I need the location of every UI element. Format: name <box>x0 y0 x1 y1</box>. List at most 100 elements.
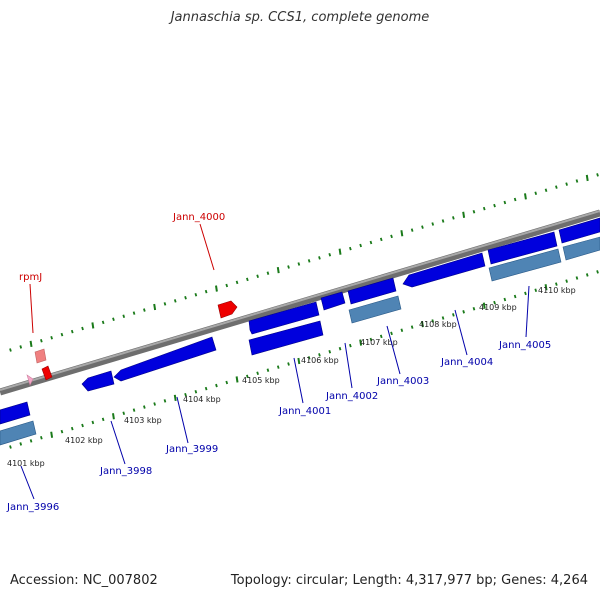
tick-mark <box>575 276 579 280</box>
tick-mark <box>513 294 517 299</box>
tick-mark <box>307 356 311 360</box>
scale-label: 4104 kbp <box>183 395 221 404</box>
gene-label-jann-4004[interactable]: Jann_4004 <box>440 357 493 368</box>
gene-label-jann-3998[interactable]: Jann_3998 <box>99 466 152 477</box>
tick-mark <box>307 259 311 263</box>
label-leaders <box>20 223 530 500</box>
gene-arrow[interactable] <box>402 252 486 288</box>
tick-mark <box>50 431 54 438</box>
tick-mark <box>194 389 198 394</box>
tick-mark <box>318 353 321 357</box>
lower-tick-track <box>9 270 599 449</box>
gene-arrow[interactable] <box>81 370 115 392</box>
tick-mark <box>297 357 301 365</box>
gene-arrow[interactable] <box>347 277 397 305</box>
tick-mark <box>132 311 136 315</box>
rna-gene-jann-4000[interactable] <box>217 300 238 319</box>
scale-label: 4107 kbp <box>360 338 398 347</box>
scale-label: 4103 kbp <box>124 416 162 425</box>
tick-mark <box>421 225 424 229</box>
tick-mark <box>266 368 270 372</box>
tick-mark <box>40 436 43 440</box>
scale-labels: 4101 kbp 4102 kbp 4103 kbp 4104 kbp 4105… <box>7 286 576 468</box>
scale-label: 4110 kbp <box>538 286 576 295</box>
pseudo-gene[interactable] <box>0 420 37 446</box>
tick-mark <box>596 270 599 274</box>
tick-mark <box>410 325 414 329</box>
tick-mark <box>40 339 43 343</box>
tick-mark <box>349 343 352 348</box>
tick-mark <box>482 206 486 211</box>
pseudo-gene[interactable] <box>562 236 600 261</box>
tick-mark <box>184 296 187 300</box>
tick-mark <box>431 319 435 323</box>
tick-mark <box>410 228 414 232</box>
rna-gene-small[interactable] <box>26 374 34 386</box>
gene-label-jann-4005[interactable]: Jann_4005 <box>498 340 551 351</box>
tick-mark <box>246 374 249 379</box>
gene-arrow[interactable] <box>320 291 346 311</box>
gene-arrow[interactable] <box>113 336 217 382</box>
gene-arrow[interactable] <box>487 231 558 265</box>
tick-mark <box>482 302 486 309</box>
tick-mark <box>235 376 239 383</box>
gene-arrow[interactable] <box>558 217 600 244</box>
tick-mark <box>441 219 445 223</box>
tick-mark <box>225 283 229 288</box>
scale-label: 4105 kbp <box>242 376 280 385</box>
tick-mark <box>287 265 290 269</box>
tick-mark <box>163 302 167 306</box>
genome-title: Jannaschia sp. CCS1, complete genome <box>170 10 430 25</box>
gene-label-jann-4001[interactable]: Jann_4001 <box>278 406 331 417</box>
gene-label-jann-3996[interactable]: Jann_3996 <box>6 502 59 513</box>
gene-arrow[interactable] <box>248 320 324 356</box>
rna-gene-rpmj[interactable] <box>34 348 47 364</box>
tick-mark <box>81 423 84 428</box>
tick-mark <box>29 439 33 443</box>
gene-label-jann-4000[interactable]: Jann_4000 <box>172 212 225 223</box>
gene-label-jann-4002[interactable]: Jann_4002 <box>325 391 378 402</box>
tick-mark <box>112 413 115 420</box>
tick-mark <box>9 348 12 352</box>
tick-mark <box>276 266 280 274</box>
scale-label: 4109 kbp <box>479 303 517 312</box>
tick-mark <box>194 292 198 297</box>
tick-mark <box>318 256 321 260</box>
tick-mark <box>60 332 64 337</box>
tick-mark <box>493 203 496 208</box>
tick-mark <box>60 429 64 434</box>
tick-mark <box>215 285 218 292</box>
tick-mark <box>81 326 84 331</box>
gene-arrow[interactable] <box>0 401 31 425</box>
scale-label: 4108 kbp <box>419 320 457 329</box>
tick-mark <box>421 320 424 328</box>
tick-mark <box>575 179 579 183</box>
tick-mark <box>379 334 383 339</box>
tick-mark <box>513 197 517 202</box>
gene-label-jann-3999[interactable]: Jann_3999 <box>165 444 218 455</box>
forward-genes <box>248 217 600 335</box>
tick-mark <box>19 345 23 349</box>
tick-mark <box>287 362 290 366</box>
tick-mark <box>493 300 496 305</box>
tick-mark <box>379 237 383 242</box>
tick-mark <box>143 405 146 409</box>
tick-mark <box>184 393 187 397</box>
tick-mark <box>19 442 23 446</box>
rna-gene-small[interactable] <box>41 365 53 381</box>
gene-label-rpmj[interactable]: rpmJ <box>19 272 42 283</box>
pseudo-gene[interactable] <box>348 295 402 324</box>
tick-mark <box>503 297 507 302</box>
tick-mark <box>204 386 208 391</box>
tick-mark <box>390 234 393 239</box>
tick-mark <box>565 279 568 283</box>
topology-text: Topology: circular; Length: 4,317,977 bp… <box>230 573 588 588</box>
tick-mark <box>163 399 167 403</box>
tick-mark <box>328 350 332 354</box>
gene-label-jann-4003[interactable]: Jann_4003 <box>376 376 429 387</box>
pseudo-gene[interactable] <box>488 248 562 282</box>
gene-arrow[interactable] <box>248 301 320 335</box>
gene-labels: Jann_3996 Jann_3998 Jann_3999 Jann_4001 … <box>6 212 551 513</box>
tick-mark <box>153 402 156 406</box>
tick-mark <box>70 329 74 334</box>
